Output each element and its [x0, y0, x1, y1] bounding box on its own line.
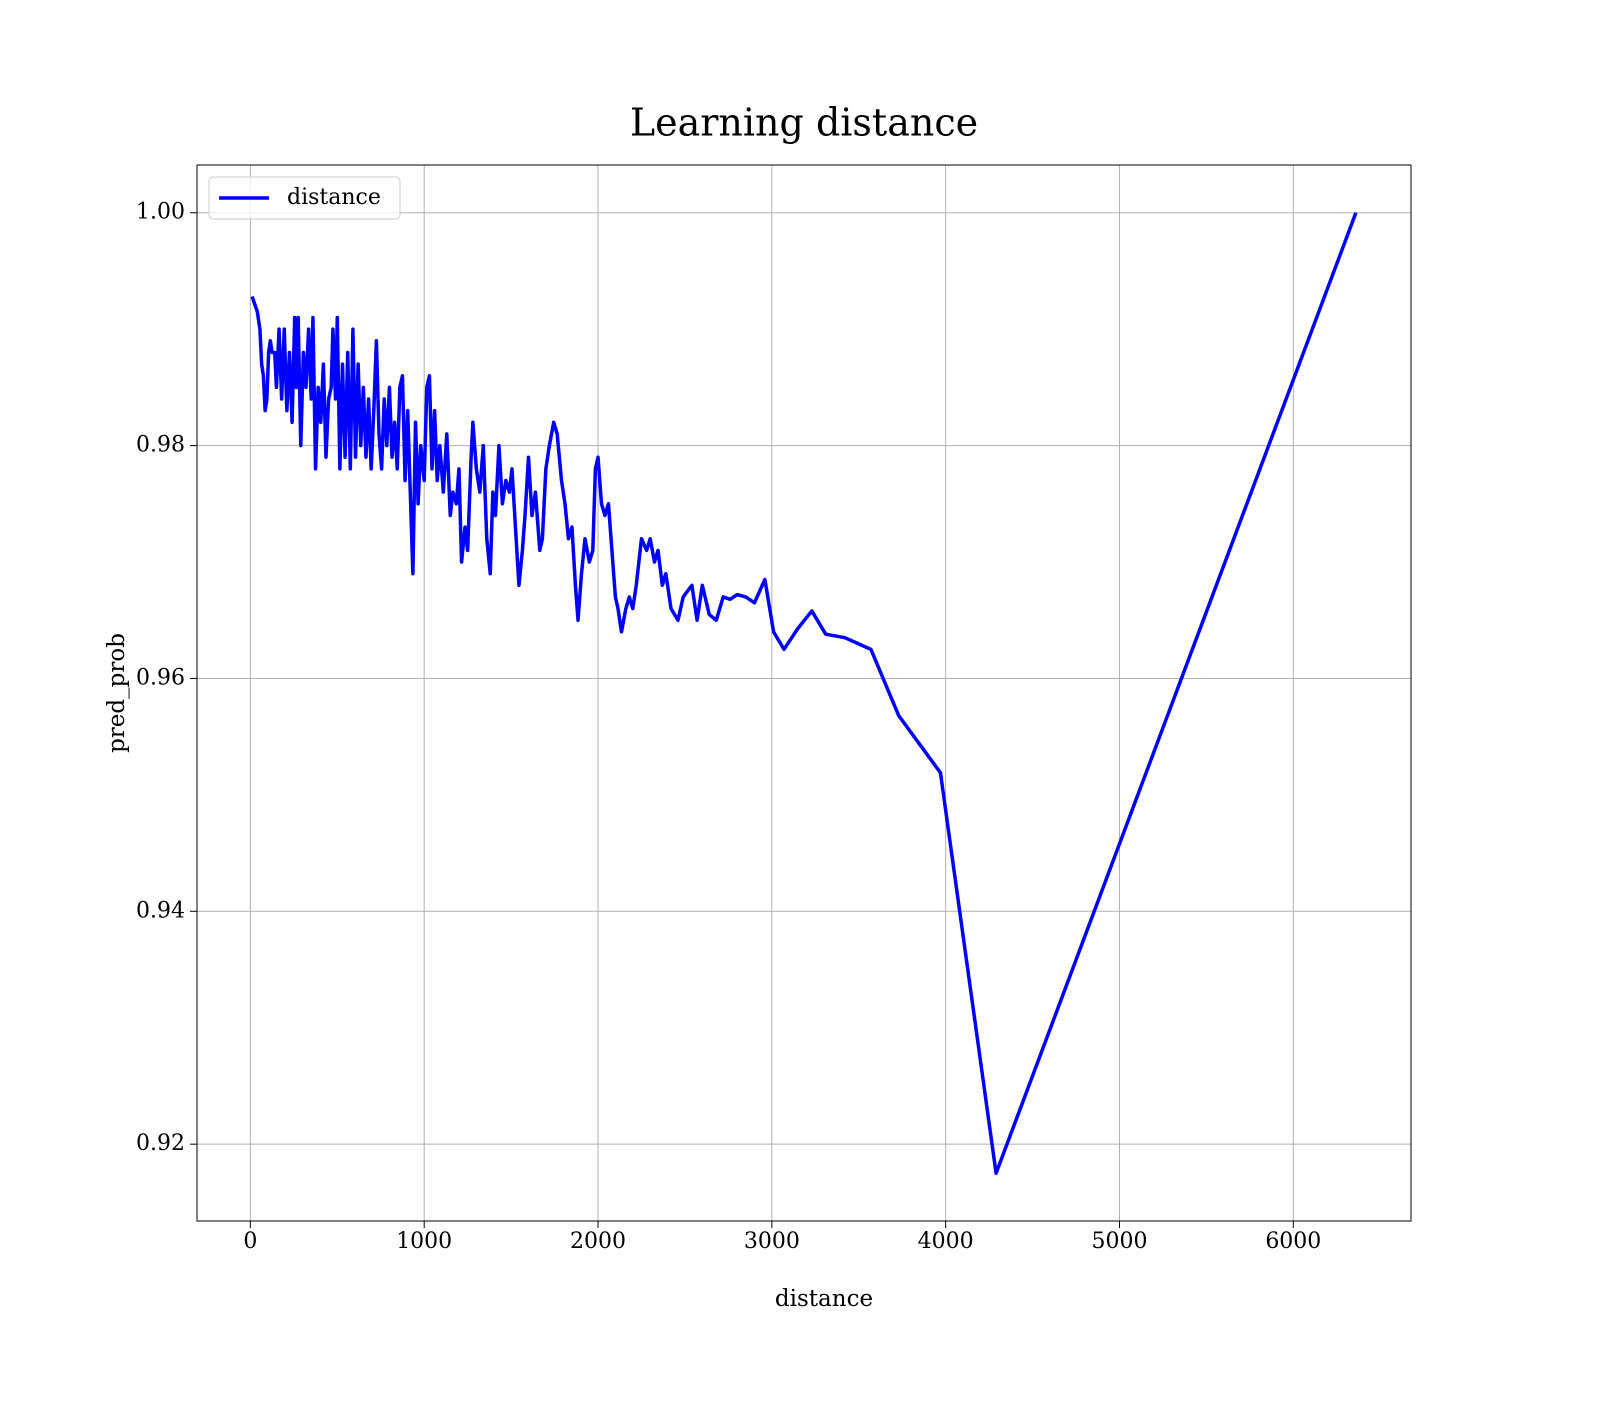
y-axis-label: pred_prob — [104, 633, 130, 753]
y-tick-label: 0.98 — [136, 433, 185, 458]
x-tick-label: 0 — [243, 1229, 257, 1254]
x-tick-label: 1000 — [396, 1229, 452, 1254]
plot-frame — [196, 164, 1412, 1222]
x-tick-label: 4000 — [918, 1229, 974, 1254]
y-tick-label: 0.96 — [136, 665, 185, 690]
x-tick-label: 6000 — [1265, 1229, 1321, 1254]
x-axis-label: distance — [775, 1286, 873, 1312]
y-tick-label: 0.92 — [136, 1131, 185, 1156]
data-line — [250, 212, 1358, 1176]
x-tick-label: 2000 — [570, 1229, 626, 1254]
y-tick-label: 1.00 — [136, 200, 185, 225]
legend-box — [208, 176, 401, 220]
chart-title: Learning distance — [630, 101, 978, 145]
x-tick-label: 5000 — [1091, 1229, 1147, 1254]
legend-label: distance — [287, 185, 381, 210]
x-tick-label: 3000 — [744, 1229, 800, 1254]
y-tick-label: 0.94 — [136, 898, 185, 923]
